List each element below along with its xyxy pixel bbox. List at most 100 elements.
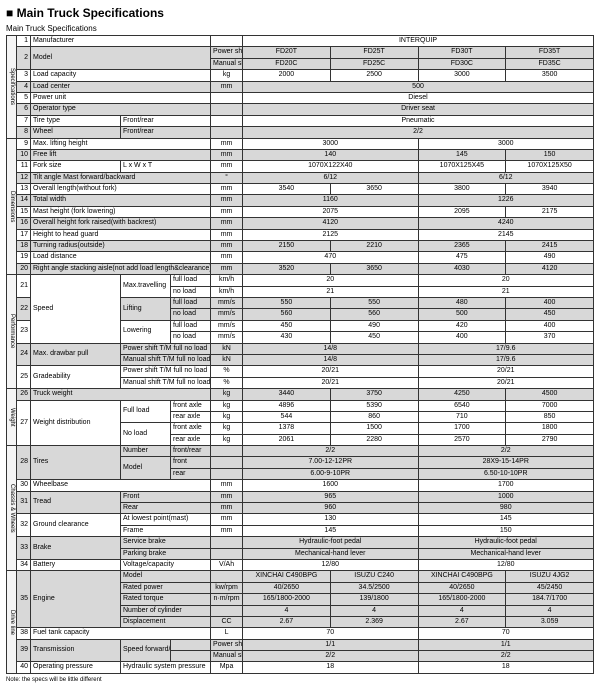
r6-num: 6 — [17, 104, 31, 115]
r31-r: Rear — [121, 503, 211, 514]
r40-ab: 18 — [243, 662, 418, 673]
r23-flc: 420 — [418, 320, 506, 331]
r27-nlrac: 2570 — [418, 434, 506, 445]
r7-num: 7 — [17, 115, 31, 126]
r9-ab: 3000 — [243, 138, 418, 149]
r35-ncb: 4 — [330, 605, 418, 616]
r30-label: Wheelbase — [31, 480, 211, 491]
r11-d: 1070X125X50 — [506, 161, 594, 172]
r27-nl: No load — [121, 423, 171, 446]
r33-sbab: Hydraulic-foot pedal — [243, 537, 418, 548]
r22-unit2: mm/s — [211, 309, 243, 320]
r35-rt: Rated torque — [121, 594, 211, 605]
r14-cd: 1226 — [418, 195, 594, 206]
r26-num: 26 — [17, 389, 31, 400]
r12-label: Tilt angle Mast forward/backward — [31, 172, 211, 183]
r8-v: 2/2 — [243, 127, 594, 138]
m-fd20c: FD20C — [243, 58, 331, 69]
r27-nlrab: 2280 — [330, 434, 418, 445]
r25-label: Gradeability — [31, 366, 121, 389]
r28-fcd: 28X9-15-14PR — [418, 457, 594, 468]
r12-num: 12 — [17, 172, 31, 183]
r30-unit: mm — [211, 480, 243, 491]
r33-num: 33 — [17, 537, 31, 560]
group-wt: Weight — [7, 389, 17, 446]
r28-rcd: 6.50-10-10PR — [418, 468, 594, 479]
r25-mscd: 20/21 — [418, 377, 594, 388]
r4-v: 500 — [243, 81, 594, 92]
r27-nlraa: 2061 — [243, 434, 331, 445]
r22-nla: 560 — [243, 309, 331, 320]
r31-rab: 960 — [243, 503, 418, 514]
r33-pb: Parking brake — [121, 548, 211, 559]
r31-fab: 965 — [243, 491, 418, 502]
r35-label: Engine — [31, 571, 121, 628]
r15-ab: 2075 — [243, 206, 418, 217]
r35-rpb: 34.5/2500 — [330, 582, 418, 593]
r23-nlb: 450 — [330, 332, 418, 343]
r40-cd: 18 — [418, 662, 594, 673]
r23-fl: full load — [171, 320, 211, 331]
r32-fab: 145 — [243, 525, 418, 536]
r17-unit: mm — [211, 229, 243, 240]
r31-label: Tread — [31, 491, 121, 514]
r16-cd: 4240 — [418, 218, 594, 229]
r26-unit: kg — [211, 389, 243, 400]
r40-num: 40 — [17, 662, 31, 673]
r23-nlc: 400 — [418, 332, 506, 343]
r10-c: 145 — [418, 149, 506, 160]
r11-ab: 1070X122X40 — [243, 161, 418, 172]
r22-lift: Lifting — [121, 297, 171, 320]
r24-ps: Power shift T/M full no load — [121, 343, 211, 354]
r1-label: Manufacturer — [31, 36, 211, 47]
r35-nc: Number of cylinder — [121, 605, 211, 616]
r14-unit: mm — [211, 195, 243, 206]
r21-nlv2: 21 — [418, 286, 594, 297]
r35-num: 35 — [17, 571, 31, 628]
r19-c: 475 — [418, 252, 506, 263]
r21-flv2: 20 — [418, 275, 594, 286]
r11-num: 11 — [17, 161, 31, 172]
r32-num: 32 — [17, 514, 31, 537]
r7-sub: Front/rear — [121, 115, 211, 126]
r24-unit2: kN — [211, 354, 243, 365]
r18-d: 2415 — [506, 241, 594, 252]
r20-d: 4120 — [506, 263, 594, 274]
r39-psab: 1/1 — [243, 639, 418, 650]
r14-ab: 1160 — [243, 195, 418, 206]
r34-label: Battery — [31, 559, 121, 570]
r27-nlfab: 1500 — [330, 423, 418, 434]
r27-nlfac: 1700 — [418, 423, 506, 434]
r34-num: 34 — [17, 559, 31, 570]
r22-nlb: 560 — [330, 309, 418, 320]
r38-unit: L — [211, 628, 243, 639]
r10-ab: 140 — [243, 149, 418, 160]
r11-sub: L x W x T — [121, 161, 211, 172]
r39-ms: Manual shift T/M — [211, 651, 243, 662]
r13-c: 3800 — [418, 184, 506, 195]
r25-unit: % — [211, 366, 243, 377]
r28-num: 28 — [17, 446, 31, 480]
r8-sub: Front/rear — [121, 127, 211, 138]
r20-label: Right angle stacking aisle(not add load … — [31, 263, 211, 274]
r31-u2: mm — [211, 503, 243, 514]
group-dl: Drive line — [7, 571, 17, 674]
r39-sub: Speed forward/backward — [121, 639, 171, 662]
r8-label: Wheel — [31, 127, 121, 138]
r32-lab: 130 — [243, 514, 418, 525]
r33-pbab: Mechanical-hand lever — [243, 548, 418, 559]
m-fd30t: FD30T — [418, 47, 506, 58]
r21-unit2: km/h — [211, 286, 243, 297]
r32-fr: Frame — [121, 525, 211, 536]
r20-a: 3520 — [243, 263, 331, 274]
r28-ncd: 2/2 — [418, 446, 594, 457]
r35-md: ISUZU 4JG2 — [506, 571, 594, 582]
r18-b: 2210 — [330, 241, 418, 252]
r26-c: 4250 — [418, 389, 506, 400]
r22-flc: 480 — [418, 297, 506, 308]
r33-sbcd: Hydraulic-foot pedal — [418, 537, 594, 548]
subtitle: Main Truck Specifications — [6, 24, 594, 33]
r13-label: Overall length(without fork) — [31, 184, 211, 195]
r27-u3: kg — [211, 423, 243, 434]
r24-psab: 14/8 — [243, 343, 418, 354]
